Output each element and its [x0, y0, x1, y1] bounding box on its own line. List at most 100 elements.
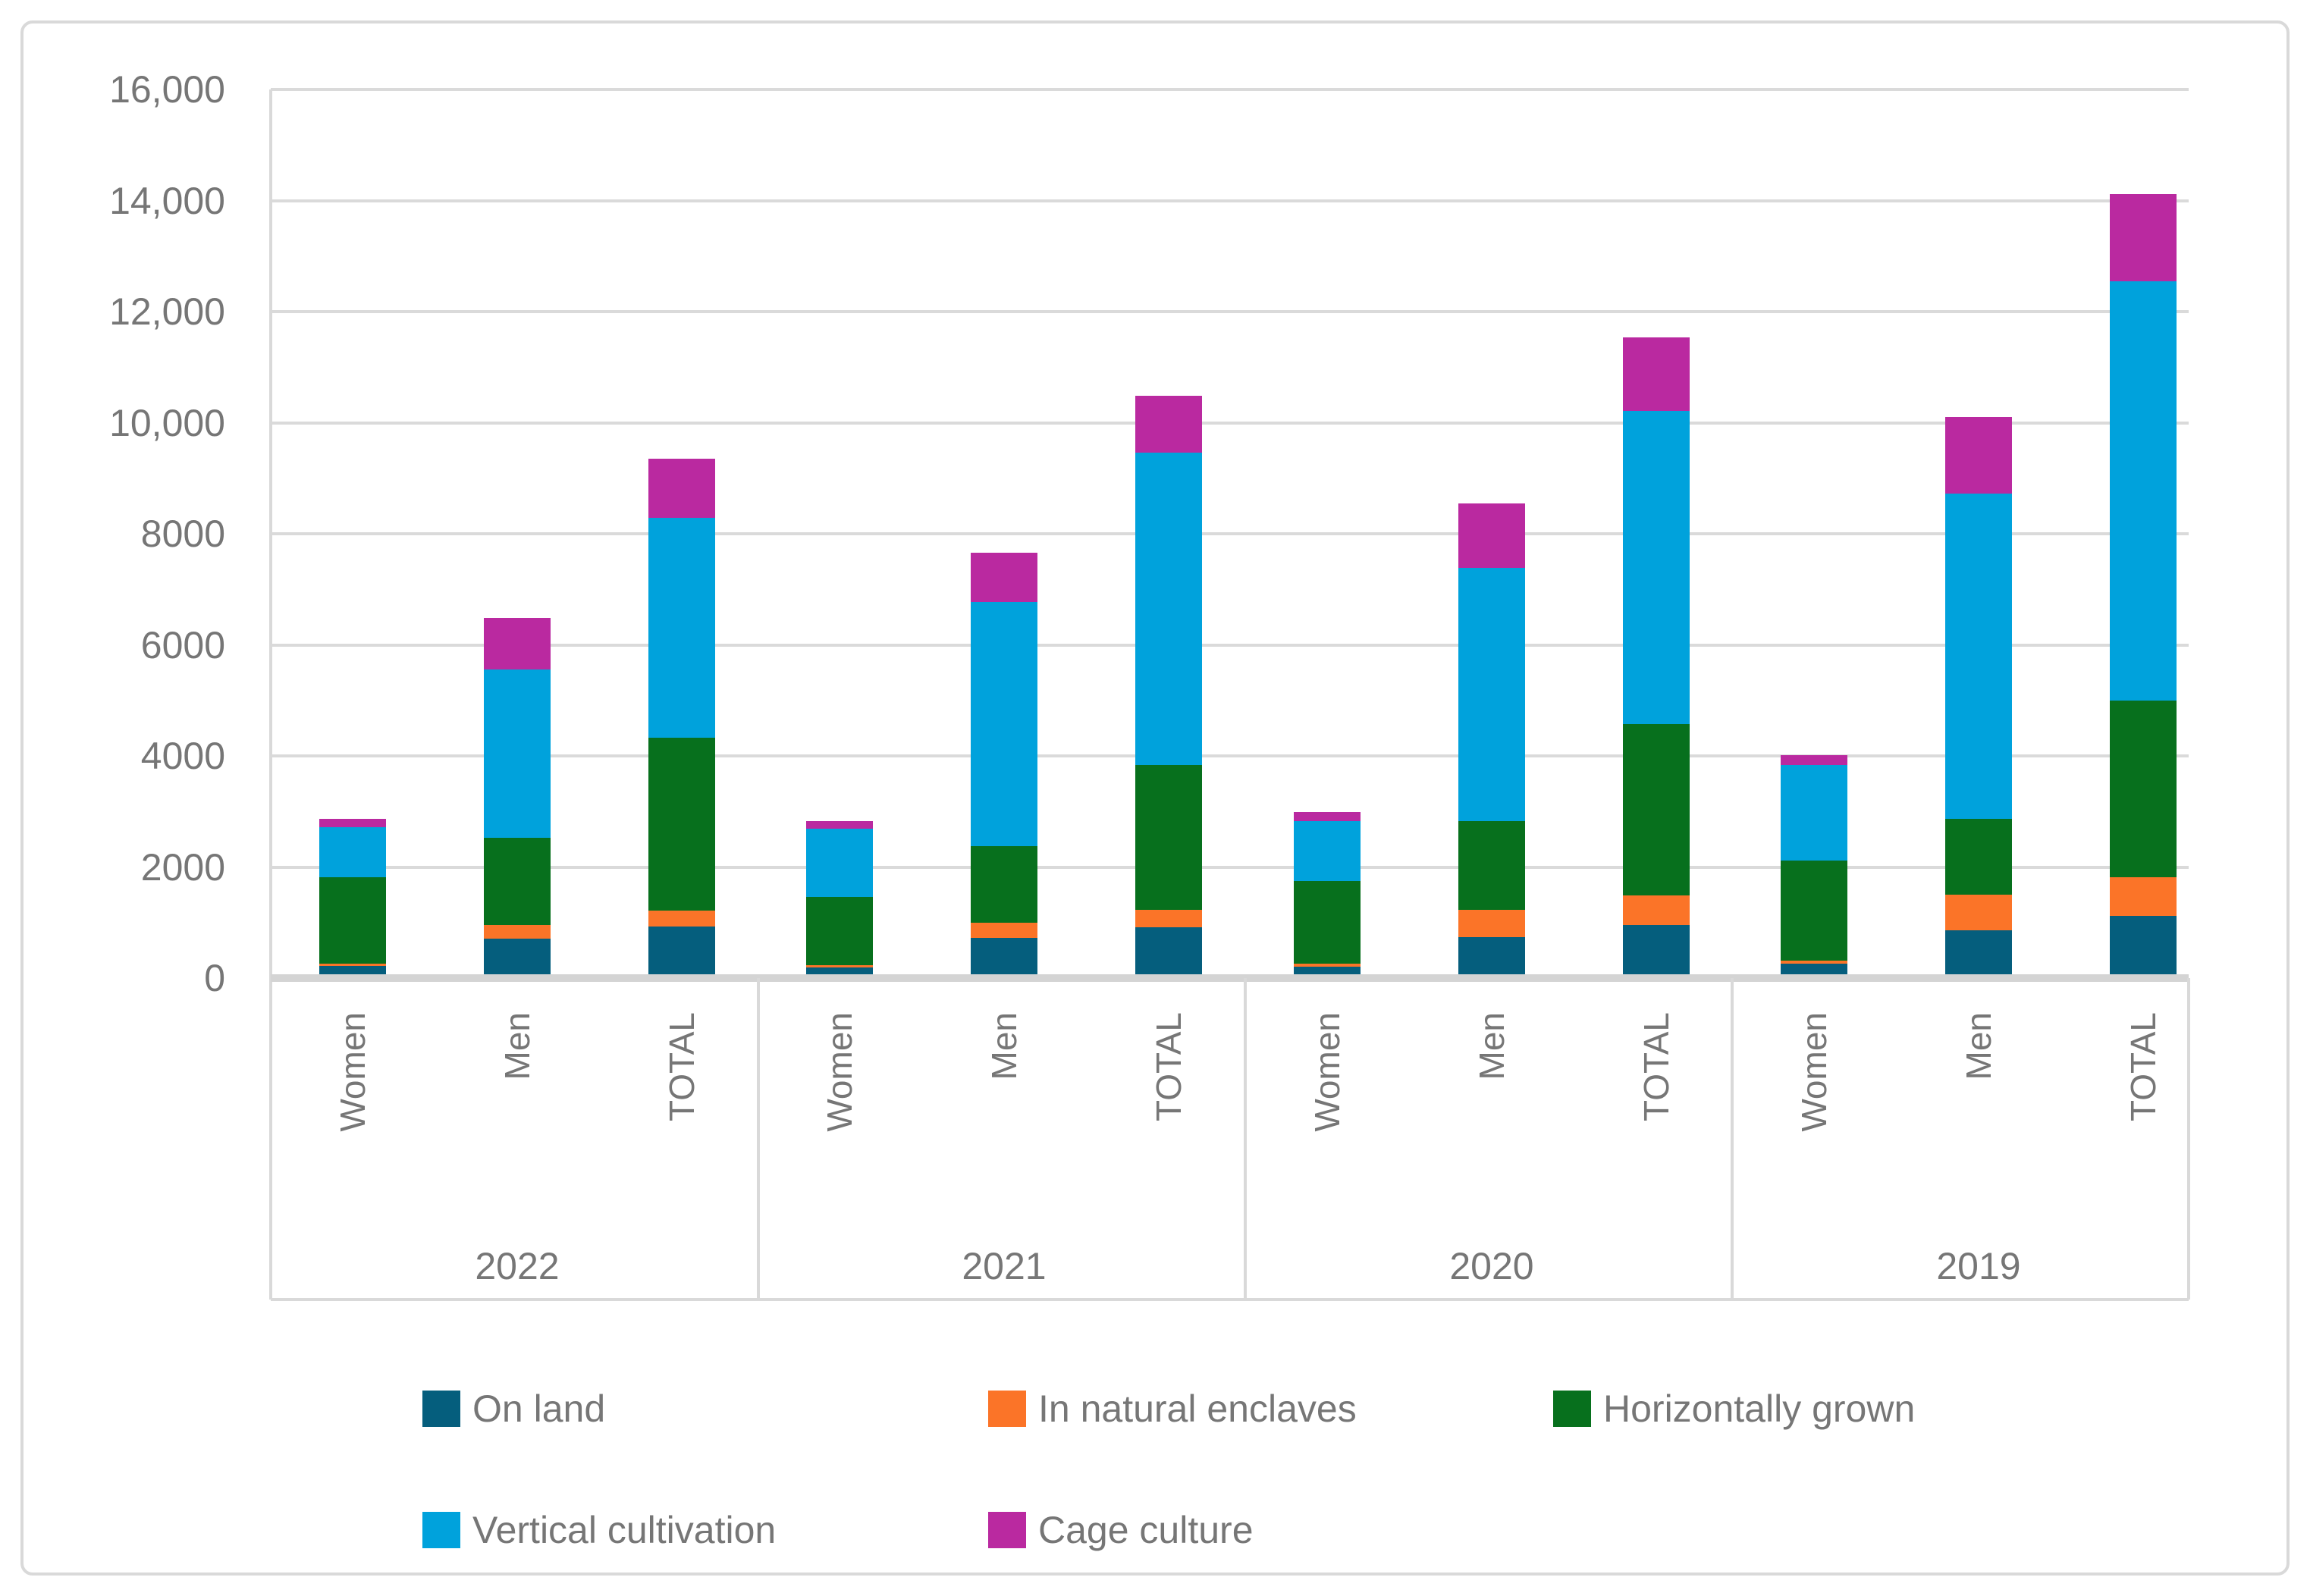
y-axis-tick-label: 0: [204, 957, 225, 999]
bar-segment-vertical-cultivation: [1781, 765, 1847, 861]
chart-border: 0 2000 4000 6000 8000 10,000 12,000 14,000 16,00…: [20, 20, 2290, 1576]
bar-segment-natural-enclaves: [806, 965, 873, 968]
bar-segment-natural-enclaves: [1294, 963, 1361, 967]
category-label-text: TOTAL: [2123, 1012, 2163, 1121]
bar-segment-on-land: [1623, 925, 1690, 978]
category-label-text: Men: [1959, 1012, 1998, 1080]
gridline: [271, 421, 2189, 425]
label-area-bottom-line: [271, 1298, 2189, 1301]
category-label-text: TOTAL: [1149, 1012, 1188, 1121]
bar-segment-vertical-cultivation: [1294, 820, 1361, 881]
bar-segment-natural-enclaves: [1945, 895, 2012, 930]
category-label-men: Men: [1959, 1012, 2029, 1080]
category-label-text: TOTAL: [1637, 1012, 1676, 1121]
bar-segment-vertical-cultivation: [484, 669, 551, 839]
bar-segment-natural-enclaves: [319, 963, 386, 966]
bar-segment-horizontally-grown: [806, 897, 873, 966]
bar-segment-natural-enclaves: [1458, 909, 1525, 937]
gridline: [271, 310, 2189, 313]
category-label-text: Men: [497, 1012, 537, 1080]
bar-segment-vertical-cultivation: [319, 826, 386, 878]
legend-swatch-on-land: [422, 1391, 460, 1427]
bar-segment-horizontally-grown: [1945, 818, 2012, 895]
category-label-men: Men: [1472, 1012, 1542, 1080]
year-label-2020: 2020: [1449, 1245, 1534, 1287]
category-label-women: Women: [333, 1012, 455, 1132]
category-label-text: Women: [1307, 1012, 1347, 1132]
bar-segment-vertical-cultivation: [2110, 281, 2177, 701]
legend-label-on-land: On land: [472, 1387, 606, 1430]
y-axis-line: [269, 89, 272, 1300]
legend-swatch-vertical-cultivation: [422, 1512, 460, 1548]
category-label-men: Men: [984, 1012, 1054, 1080]
y-axis-tick-label: 8000: [140, 513, 225, 555]
bar-segment-vertical-cultivation: [1623, 411, 1690, 724]
bar-segment-horizontally-grown: [319, 877, 386, 964]
group-separator: [757, 978, 760, 1300]
bar-segment-on-land: [648, 926, 715, 978]
bar-segment-natural-enclaves: [2110, 877, 2177, 916]
bar-segment-on-land: [1135, 927, 1202, 978]
bar-segment-cage-culture: [1458, 503, 1525, 569]
bar-segment-cage-culture: [971, 552, 1037, 603]
y-axis-tick-label: 6000: [140, 623, 225, 666]
bar-segment-horizontally-grown: [1135, 765, 1202, 910]
bar-segment-vertical-cultivation: [1135, 453, 1202, 766]
bar-segment-natural-enclaves: [971, 922, 1037, 939]
bar-segment-natural-enclaves: [1781, 961, 1847, 964]
bar-segment-vertical-cultivation: [648, 518, 715, 738]
group-separator: [1731, 978, 1734, 1300]
category-label-text: Women: [333, 1012, 372, 1132]
bar-segment-on-land: [1945, 930, 2012, 978]
year-label-2021: 2021: [962, 1245, 1047, 1287]
bar-segment-vertical-cultivation: [971, 602, 1037, 847]
category-label-total: TOTAL: [2123, 1012, 2235, 1121]
group-separator: [1244, 978, 1247, 1300]
bar-segment-natural-enclaves: [1623, 895, 1690, 926]
legend-swatch-natural-enclaves: [988, 1391, 1026, 1427]
gridline: [271, 643, 2189, 647]
bar-segment-cage-culture: [484, 618, 551, 669]
bar-segment-vertical-cultivation: [806, 828, 873, 898]
bar-segment-horizontally-grown: [1458, 820, 1525, 910]
bar-segment-cage-culture: [2110, 193, 2177, 281]
category-label-text: Men: [984, 1012, 1024, 1080]
bar-segment-on-land: [971, 938, 1037, 978]
bar-segment-cage-culture: [648, 459, 715, 519]
category-label-text: Women: [1794, 1012, 1834, 1132]
bar-segment-natural-enclaves: [648, 911, 715, 927]
category-label-women: Women: [1307, 1012, 1430, 1132]
legend-swatch-horizontally-grown: [1553, 1391, 1591, 1427]
y-axis-tick-label: 10,000: [109, 401, 225, 444]
gridline: [271, 88, 2189, 91]
category-label-women: Women: [820, 1012, 942, 1132]
gridline: [271, 754, 2189, 757]
category-label-text: Men: [1472, 1012, 1511, 1080]
bar-segment-horizontally-grown: [971, 846, 1037, 923]
bar-segment-on-land: [484, 938, 551, 978]
bar-segment-vertical-cultivation: [1458, 568, 1525, 821]
bar-segment-cage-culture: [806, 820, 873, 829]
bar-segment-cage-culture: [319, 818, 386, 827]
legend-label-cage-culture: Cage culture: [1038, 1509, 1254, 1551]
category-label-text: TOTAL: [662, 1012, 701, 1121]
bar-segment-cage-culture: [1294, 811, 1361, 821]
bar-segment-horizontally-grown: [1294, 880, 1361, 964]
gridline: [271, 532, 2189, 535]
legend-swatch-cage-culture: [988, 1512, 1026, 1548]
bar-segment-horizontally-grown: [484, 838, 551, 926]
category-label-women: Women: [1794, 1012, 1916, 1132]
legend-label-horizontally-grown: Horizontally grown: [1603, 1387, 1916, 1430]
bar-segment-cage-culture: [1623, 337, 1690, 412]
bar-segment-vertical-cultivation: [1945, 494, 2012, 819]
bar-segment-horizontally-grown: [2110, 701, 2177, 878]
bar-segment-on-land: [2110, 915, 2177, 978]
category-label-men: Men: [497, 1012, 567, 1080]
year-label-2022: 2022: [475, 1245, 560, 1287]
y-axis-tick-label: 12,000: [109, 290, 225, 333]
gridline: [271, 865, 2189, 869]
bar-segment-horizontally-grown: [1623, 723, 1690, 895]
group-separator: [2187, 978, 2190, 1300]
year-label-2019: 2019: [1936, 1245, 2021, 1287]
y-axis-tick-label: 16,000: [109, 68, 225, 111]
